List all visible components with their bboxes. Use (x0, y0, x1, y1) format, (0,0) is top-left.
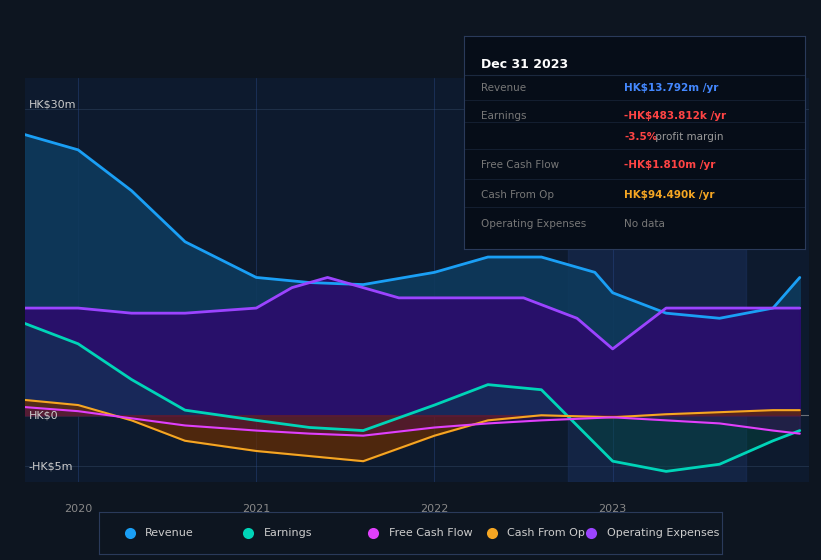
Text: 2021: 2021 (242, 504, 270, 514)
Text: 2020: 2020 (64, 504, 92, 514)
Text: Dec 31 2023: Dec 31 2023 (481, 58, 568, 71)
Bar (568, 78, 746, 482)
Text: -HK$5m: -HK$5m (29, 461, 73, 472)
Text: Free Cash Flow: Free Cash Flow (388, 529, 472, 538)
Text: HK$0: HK$0 (29, 410, 58, 420)
Text: No data: No data (624, 220, 665, 230)
Text: Earnings: Earnings (264, 529, 312, 538)
Text: HK$94.490k /yr: HK$94.490k /yr (624, 190, 714, 199)
Text: 2022: 2022 (420, 504, 448, 514)
Text: Operating Expenses: Operating Expenses (607, 529, 719, 538)
Text: HK$30m: HK$30m (29, 99, 76, 109)
Text: Revenue: Revenue (145, 529, 194, 538)
Text: Operating Expenses: Operating Expenses (481, 220, 586, 230)
Text: Free Cash Flow: Free Cash Flow (481, 160, 559, 170)
Text: 2023: 2023 (599, 504, 626, 514)
Text: profit margin: profit margin (652, 132, 723, 142)
Text: -3.5%: -3.5% (624, 132, 658, 142)
Text: -HK$483.812k /yr: -HK$483.812k /yr (624, 111, 726, 121)
Text: HK$13.792m /yr: HK$13.792m /yr (624, 83, 718, 93)
Text: -HK$1.810m /yr: -HK$1.810m /yr (624, 160, 715, 170)
Text: Revenue: Revenue (481, 83, 526, 93)
Text: Earnings: Earnings (481, 111, 526, 121)
Text: Cash From Op: Cash From Op (507, 529, 585, 538)
Text: Cash From Op: Cash From Op (481, 190, 554, 199)
